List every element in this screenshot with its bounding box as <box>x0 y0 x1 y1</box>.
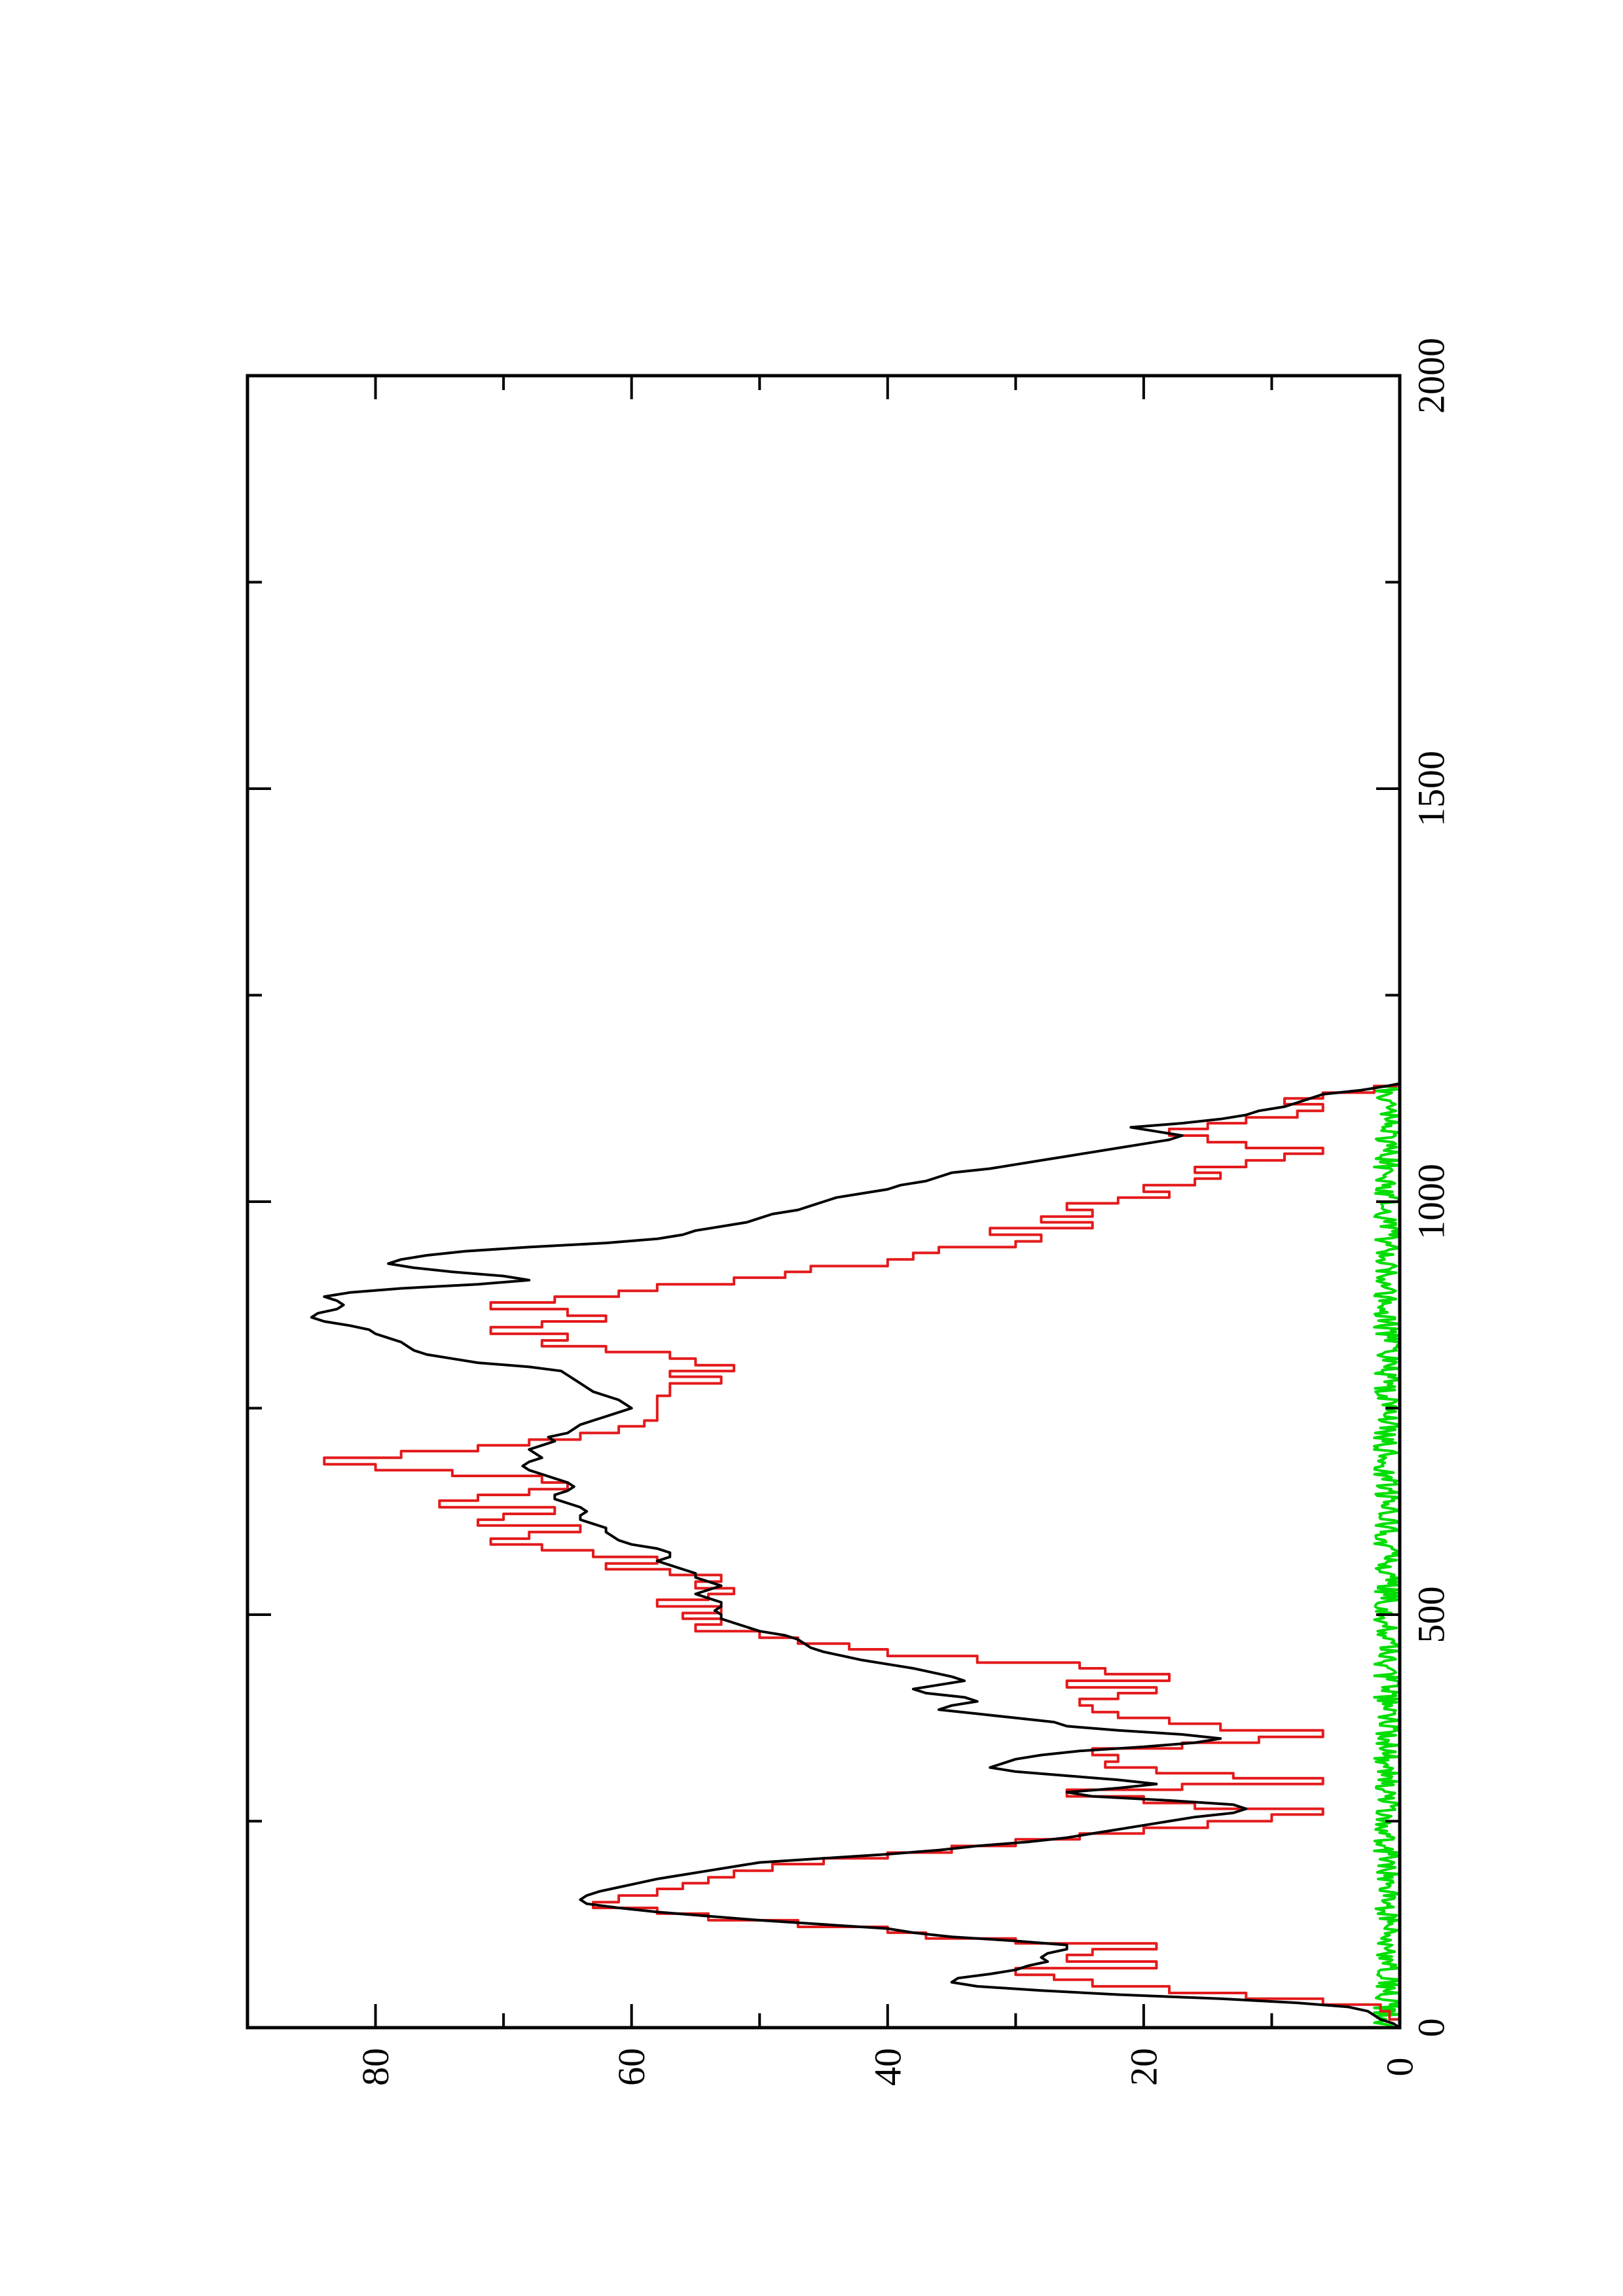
y-tick-label: 0 <box>1379 2058 1421 2077</box>
x-tick-label: 1500 <box>1410 751 1453 827</box>
y-tick-label: 60 <box>610 2048 653 2086</box>
x-tick-label: 1000 <box>1410 1164 1453 1240</box>
ticks-layer <box>247 374 1401 2029</box>
x-tick-label: 500 <box>1410 1587 1453 1643</box>
x-tick-label: 2000 <box>1410 338 1453 414</box>
series-line-3 <box>1373 1085 1401 2029</box>
series-line-1 <box>310 1082 1401 2029</box>
x-tick-label: 0 <box>1410 2018 1453 2037</box>
series-line-2 <box>323 1085 1401 2028</box>
labels-layer: 0 500 1000 1500 2000 0 20 40 60 80 <box>354 338 1452 2086</box>
y-tick-label: 40 <box>866 2048 909 2086</box>
series-layer <box>310 1082 1401 2029</box>
y-tick-label: 20 <box>1122 2048 1165 2086</box>
y-tick-label: 80 <box>354 2048 397 2086</box>
